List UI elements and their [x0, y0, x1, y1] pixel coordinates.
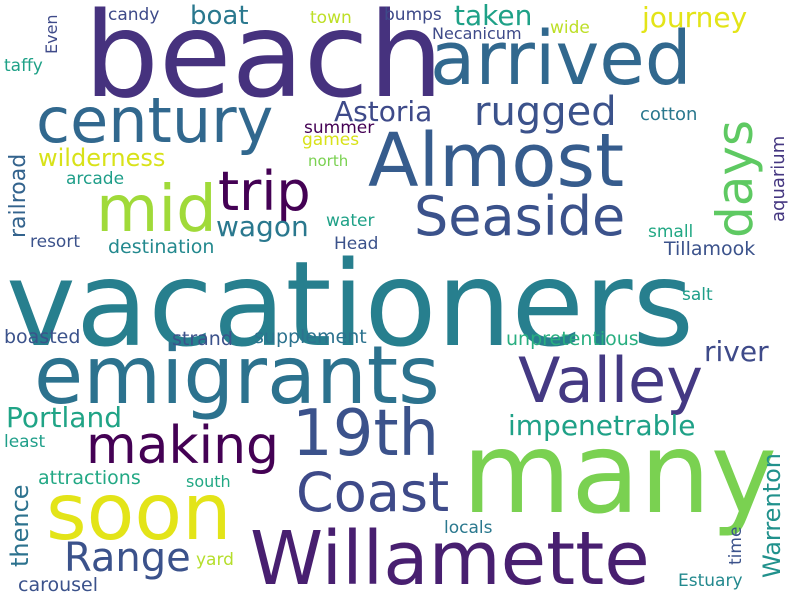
word-portland: Portland	[6, 401, 122, 434]
word-unpretentious: unpretentious	[506, 328, 639, 350]
word-taken: taken	[454, 0, 533, 32]
word-least: least	[4, 432, 46, 452]
word-yard: yard	[196, 550, 234, 570]
word-coast: Coast	[296, 461, 450, 524]
word-water: water	[326, 211, 375, 231]
word-journey: journey	[642, 1, 748, 34]
word-carousel: carousel	[18, 574, 99, 596]
word-arrived: arrived	[430, 16, 692, 102]
word-games: games	[302, 130, 360, 150]
word-head: Head	[334, 234, 379, 254]
word-destination: destination	[108, 236, 215, 258]
word-days: days	[706, 119, 764, 238]
word-wide: wide	[550, 18, 590, 38]
word-trip: trip	[218, 160, 311, 223]
word-locals: locals	[444, 518, 493, 538]
word-emigrants: emigrants	[34, 329, 440, 422]
word-mid: mid	[96, 173, 217, 247]
word-town: town	[310, 8, 352, 28]
word-tillamook: Tillamook	[664, 238, 756, 260]
word-river: river	[704, 335, 769, 368]
word-thence: thence	[6, 484, 34, 567]
word-small: small	[648, 222, 694, 242]
word-many: many	[462, 409, 777, 539]
word-even: Even	[42, 14, 61, 54]
word-salt: salt	[682, 285, 713, 305]
word-almost: Almost	[368, 118, 625, 204]
word-impenetrable: impenetrable	[508, 409, 696, 442]
word-beach: beach	[84, 0, 444, 124]
word-attractions: attractions	[38, 467, 141, 489]
word-supplement: supplement	[254, 326, 367, 348]
word-summer: summer	[304, 118, 375, 138]
word-candy: candy	[108, 5, 160, 25]
word-century: century	[36, 84, 274, 157]
word-making: making	[86, 416, 280, 476]
word-bumps: bumps	[384, 5, 442, 25]
word-resort: resort	[30, 232, 80, 252]
word-astoria: Astoria	[334, 95, 433, 128]
word-aquarium: aquarium	[768, 135, 789, 222]
word-warrenton: Warrenton	[758, 453, 786, 578]
word-taffy: taffy	[4, 56, 43, 76]
word-19th: 19th	[292, 397, 440, 471]
word-railroad: railroad	[6, 153, 31, 238]
word-cotton: cotton	[640, 104, 698, 125]
word-necanicum: Necanicum	[432, 24, 522, 43]
word-boat: boat	[190, 1, 249, 31]
word-estuary: Estuary	[678, 571, 743, 591]
word-arcade: arcade	[66, 169, 125, 189]
word-soon: soon	[46, 468, 232, 558]
word-valley: Valley	[518, 344, 703, 417]
word-rugged: rugged	[474, 89, 617, 135]
word-seaside: Seaside	[414, 185, 626, 248]
word-boasted: boasted	[4, 326, 81, 348]
word-willamette: Willamette	[250, 516, 650, 600]
word-range: Range	[64, 535, 191, 581]
word-strand: strand	[172, 328, 233, 350]
word-north: north	[308, 152, 349, 170]
word-time: time	[726, 526, 746, 565]
word-south: south	[186, 472, 231, 491]
word-wagon: wagon	[216, 210, 309, 243]
word-vacationers: vacationers	[6, 235, 694, 373]
word-wilderness: wilderness	[38, 144, 166, 172]
